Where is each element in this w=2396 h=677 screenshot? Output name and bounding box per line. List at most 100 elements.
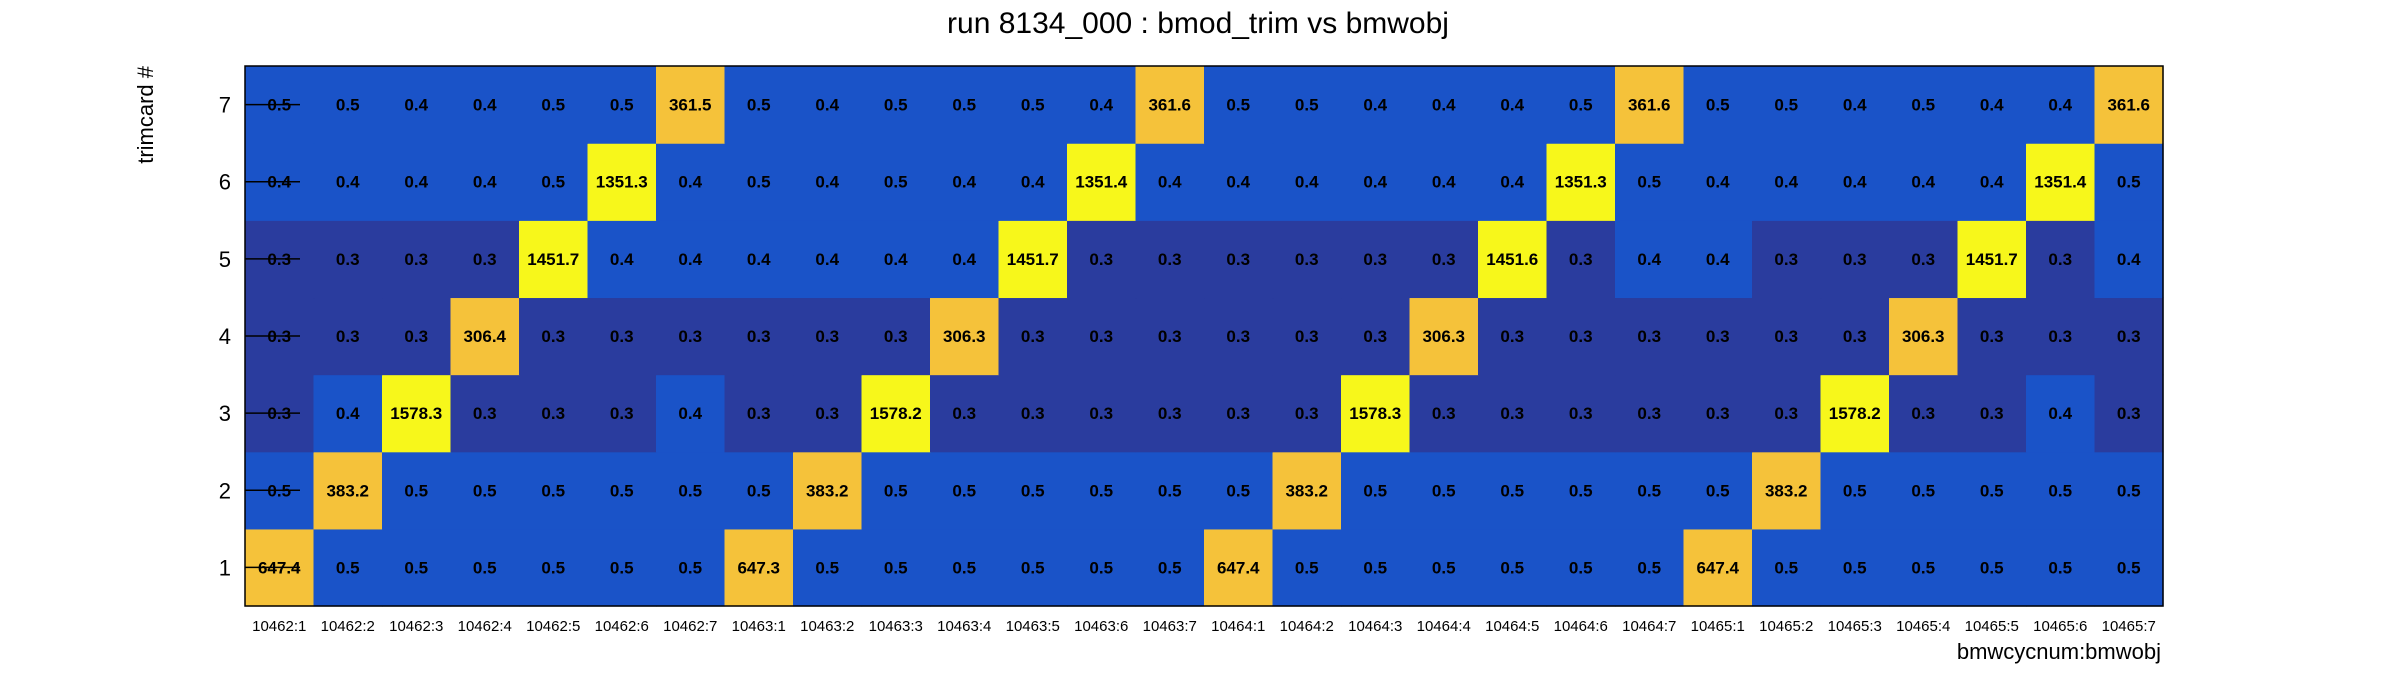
cell-value-label: 0.4 [1432, 173, 1456, 192]
cell-value-label: 0.3 [747, 404, 771, 423]
heatmap-cell [313, 451, 383, 530]
heatmap-cell [2094, 528, 2164, 607]
heatmap-cell [656, 220, 726, 299]
heatmap-cell [724, 297, 794, 376]
heatmap-cell [1752, 451, 1822, 530]
heatmap-cell [2026, 528, 2096, 607]
cell-value-label: 647.4 [1696, 558, 1739, 577]
heatmap-cell [1546, 143, 1616, 221]
heatmap-cell [1272, 143, 1342, 221]
heatmap-cell [2094, 297, 2164, 376]
heatmap-cell [1341, 220, 1411, 299]
cell-value-label: 0.4 [1363, 173, 1387, 192]
y-tick-label: 2 [219, 478, 231, 503]
cell-value-label: 306.3 [1422, 327, 1465, 346]
cell-value-label: 0.3 [473, 250, 497, 269]
cell-value-label: 0.3 [1089, 404, 1113, 423]
chart-title: run 8134_000 : bmod_trim vs bmwobj [947, 7, 1449, 40]
cell-value-label: 0.3 [1911, 404, 1935, 423]
cell-value-label: 0.3 [1500, 404, 1524, 423]
heatmap-cell [998, 143, 1068, 221]
x-axis-title: bmwcycnum:bmwobj [1957, 639, 2161, 664]
x-tick-label: 10464:7 [1622, 618, 1676, 635]
cell-value-label: 0.3 [2048, 327, 2072, 346]
heatmap-cell [1546, 220, 1616, 299]
cell-value-label: 0.3 [815, 327, 839, 346]
cell-value-label: 361.5 [669, 96, 712, 115]
cell-value-label: 0.5 [1432, 558, 1456, 577]
heatmap-cell [1889, 374, 1959, 453]
cell-value-label: 0.3 [1295, 250, 1319, 269]
heatmap-cell [519, 66, 589, 144]
heatmap-cell [656, 374, 726, 453]
cell-value-label: 0.4 [404, 96, 428, 115]
cell-value-label: 0.4 [336, 404, 360, 423]
heatmap-cell [1546, 297, 1616, 376]
cell-value-label: 0.5 [1637, 558, 1661, 577]
cell-value-label: 0.5 [952, 558, 976, 577]
heatmap-cell [1957, 528, 2027, 607]
x-tick-label: 10462:6 [595, 618, 649, 635]
heatmap-cell [1341, 451, 1411, 530]
cell-value-label: 0.3 [1089, 327, 1113, 346]
heatmap-cell [724, 528, 794, 607]
heatmap-cell [382, 66, 452, 144]
cell-value-label: 0.5 [1363, 481, 1387, 500]
heatmap-cell [1478, 528, 1548, 607]
heatmap-cell [1683, 451, 1753, 530]
heatmap-cell [998, 66, 1068, 144]
cell-value-label: 0.3 [1637, 404, 1661, 423]
heatmap-cell [1204, 451, 1274, 530]
cell-value-label: 0.3 [1843, 250, 1867, 269]
heatmap-cell [1341, 528, 1411, 607]
cell-value-label: 0.4 [952, 173, 976, 192]
heatmap-cell [1889, 297, 1959, 376]
heatmap-cell [313, 66, 383, 144]
heatmap-cell [2026, 220, 2096, 299]
cell-value-label: 1351.3 [596, 173, 648, 192]
cell-value-label: 0.5 [541, 173, 565, 192]
cell-value-label: 0.5 [747, 96, 771, 115]
heatmap-cell [313, 374, 383, 453]
heatmap-cell [1341, 66, 1411, 144]
cell-value-label: 0.4 [1637, 250, 1661, 269]
heatmap-cell [1683, 297, 1753, 376]
heatmap-cell [587, 66, 657, 144]
heatmap-cell [587, 297, 657, 376]
heatmap-cell [724, 66, 794, 144]
cell-value-label: 0.5 [678, 481, 702, 500]
cell-value-label: 0.5 [2048, 558, 2072, 577]
x-tick-label: 10463:4 [937, 618, 991, 635]
heatmap-cell [1204, 220, 1274, 299]
heatmap-cell [1478, 143, 1548, 221]
y-tick-label: 7 [219, 93, 231, 118]
y-tick-label: 6 [219, 170, 231, 195]
cell-value-label: 0.5 [404, 481, 428, 500]
heatmap-cell [450, 297, 520, 376]
x-tick-label: 10465:4 [1896, 618, 1950, 635]
cell-value-label: 0.5 [336, 558, 360, 577]
cell-value-label: 0.5 [1980, 558, 2004, 577]
heatmap-cell [519, 528, 589, 607]
cell-value-label: 0.3 [1295, 404, 1319, 423]
heatmap-cell [793, 451, 863, 530]
cell-value-label: 0.3 [884, 327, 908, 346]
cell-value-label: 0.5 [404, 558, 428, 577]
heatmap-cell [1752, 220, 1822, 299]
heatmap-cell [998, 528, 1068, 607]
heatmap-cell [450, 528, 520, 607]
cell-value-label: 0.5 [1843, 481, 1867, 500]
cell-value-label: 0.5 [1774, 558, 1798, 577]
heatmap-cell [1272, 374, 1342, 453]
heatmap-cell [1820, 451, 1890, 530]
x-tick-label: 10463:2 [800, 618, 854, 635]
heatmap-cell [724, 451, 794, 530]
cell-value-label: 0.3 [1363, 250, 1387, 269]
cell-value-label: 0.5 [1226, 96, 1250, 115]
cell-value-label: 0.5 [1706, 96, 1730, 115]
cell-value-label: 0.5 [1432, 481, 1456, 500]
cell-value-label: 0.4 [678, 404, 702, 423]
heatmap-cell [1272, 220, 1342, 299]
cell-value-label: 0.4 [1295, 173, 1319, 192]
heatmap-cell [587, 143, 657, 221]
